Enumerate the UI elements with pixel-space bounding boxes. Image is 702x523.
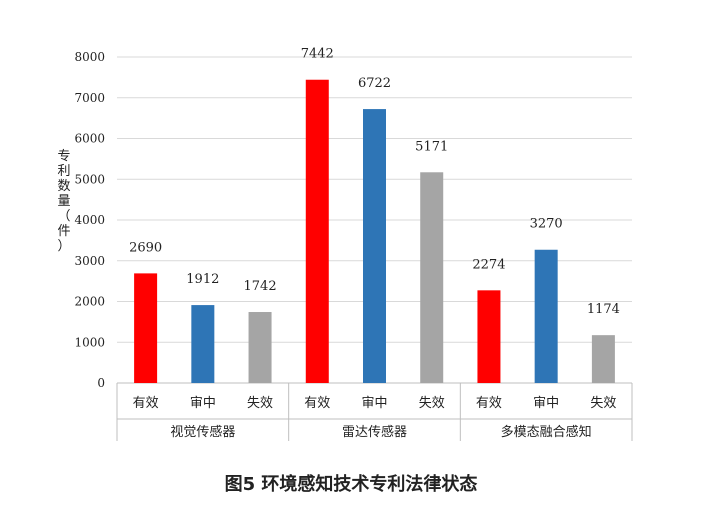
- y-axis-ticks: 0 1000 2000 3000 4000 5000 6000 7000 8000: [74, 50, 105, 390]
- y-axis-label-char: 利: [57, 164, 70, 179]
- y-axis-label: 专利数量（件）: [57, 149, 70, 254]
- group-label: 雷达传感器: [342, 424, 407, 440]
- bars: 2690 1912 1742 7442 6722 5171 2274 3270 1174: [129, 47, 620, 384]
- y-axis-label-char: 数: [57, 179, 70, 194]
- bar-0-1: [191, 305, 215, 383]
- bar-chart: 0 1000 2000 3000 4000 5000 6000 7000 8000 2690 19…: [57, 47, 633, 441]
- bar-1-1: [363, 109, 386, 384]
- category-label: 失效: [419, 396, 445, 411]
- data-label: 6722: [358, 76, 391, 91]
- y-axis-label-char: ）: [57, 239, 70, 254]
- y-axis-label-char: 量: [57, 194, 70, 209]
- data-label: 1742: [244, 279, 277, 294]
- data-label: 1912: [186, 272, 219, 287]
- category-label: 失效: [247, 396, 273, 411]
- category-label: 审中: [361, 396, 387, 411]
- data-label: 3270: [530, 217, 563, 232]
- data-label: 2690: [129, 240, 162, 255]
- data-label: 7442: [301, 47, 334, 62]
- category-label: 有效: [133, 396, 159, 411]
- category-label: 审中: [190, 396, 216, 411]
- data-label: 2274: [472, 257, 505, 272]
- y-tick-label: 3000: [74, 254, 105, 268]
- y-tick-label: 0: [97, 376, 105, 390]
- category-label: 有效: [476, 396, 502, 411]
- group-label: 视觉传感器: [170, 424, 235, 440]
- bar-2-1: [534, 249, 558, 383]
- data-label: 5171: [415, 139, 448, 154]
- bar-2-0: [477, 290, 501, 383]
- bar-0-2: [248, 312, 272, 383]
- y-tick-label: 6000: [74, 132, 105, 146]
- bar-2-2: [591, 335, 615, 383]
- y-axis-label-char: 件: [57, 224, 70, 239]
- y-tick-label: 8000: [74, 50, 105, 64]
- category-label: 失效: [590, 396, 616, 411]
- bar-0-0: [134, 273, 158, 383]
- bar-1-2: [420, 172, 444, 383]
- category-label: 审中: [533, 396, 559, 411]
- y-tick-label: 7000: [74, 91, 105, 105]
- y-tick-label: 1000: [74, 335, 105, 349]
- category-label: 有效: [304, 396, 330, 411]
- bar-1-0: [305, 79, 329, 384]
- data-label: 1174: [587, 302, 620, 317]
- y-tick-label: 5000: [74, 172, 105, 186]
- y-axis-label-char: （: [57, 209, 70, 224]
- y-axis-label-char: 专: [57, 149, 70, 164]
- figure-caption: 图5 环境感知技术专利法律状态: [224, 474, 478, 495]
- y-tick-label: 2000: [74, 295, 105, 309]
- group-label: 多模态融合感知: [501, 424, 592, 440]
- y-tick-label: 4000: [74, 213, 105, 227]
